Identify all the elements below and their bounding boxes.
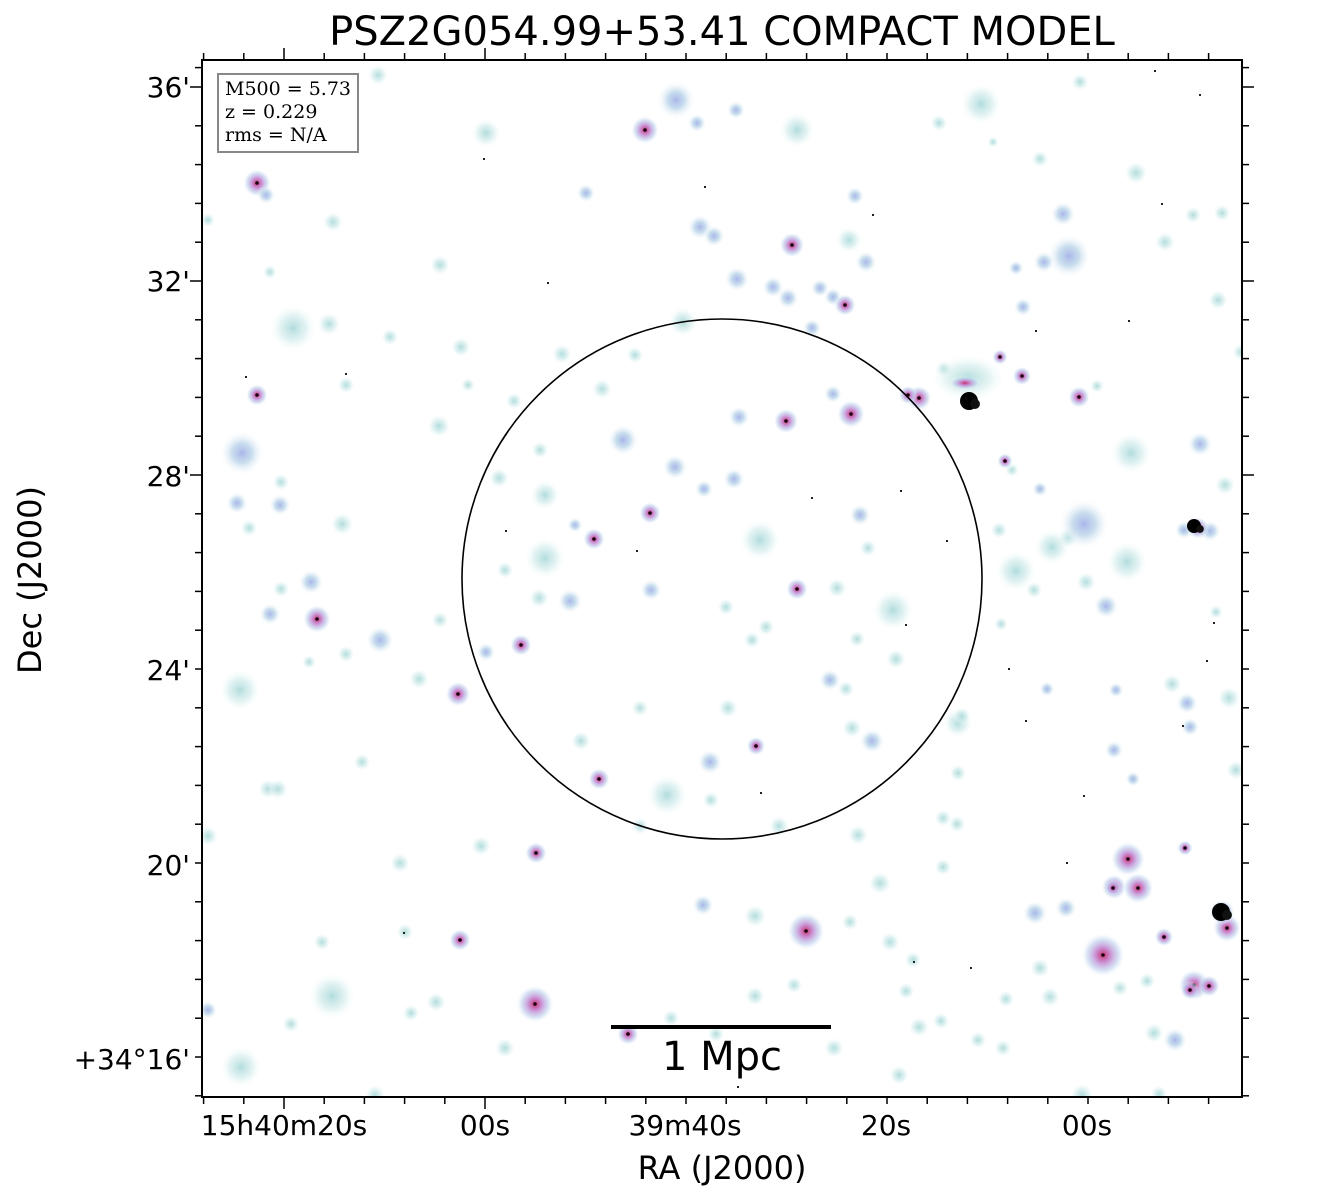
m500-label: M500 = 5.73 xyxy=(225,78,352,100)
x-tick-label: 00s xyxy=(1061,1109,1113,1142)
x-tick-label: 00s xyxy=(459,1109,511,1142)
y-tick-label: 20' xyxy=(146,849,190,882)
x-axis-label: RA (J2000) xyxy=(637,1149,807,1187)
x-tick-label: 15h40m20s xyxy=(200,1109,368,1142)
plot-title: PSZ2G054.99+53.41 COMPACT MODEL xyxy=(329,9,1115,55)
plot-frame xyxy=(201,59,1243,1098)
x-tick-label: 39m40s xyxy=(628,1109,742,1142)
y-axis-label: Dec (J2000) xyxy=(11,486,49,674)
x-tick-label: 20s xyxy=(860,1109,912,1142)
rms-label: rms = N/A xyxy=(225,124,327,146)
axis-ticks xyxy=(190,48,1254,1109)
y-tick-label: 28' xyxy=(146,460,190,493)
y-tick-label: 32' xyxy=(146,265,190,298)
y-tick-label: 36' xyxy=(146,71,190,104)
redshift-label: z = 0.229 xyxy=(225,101,318,123)
y-tick-label: +34°16' xyxy=(73,1043,190,1076)
source-field xyxy=(202,64,1242,1097)
r500-circle xyxy=(461,318,983,840)
y-tick-label: 24' xyxy=(146,654,190,687)
info-box: M500 = 5.73 z = 0.229 rms = N/A xyxy=(217,73,360,153)
scalebar-label: 1 Mpc xyxy=(661,1034,783,1080)
